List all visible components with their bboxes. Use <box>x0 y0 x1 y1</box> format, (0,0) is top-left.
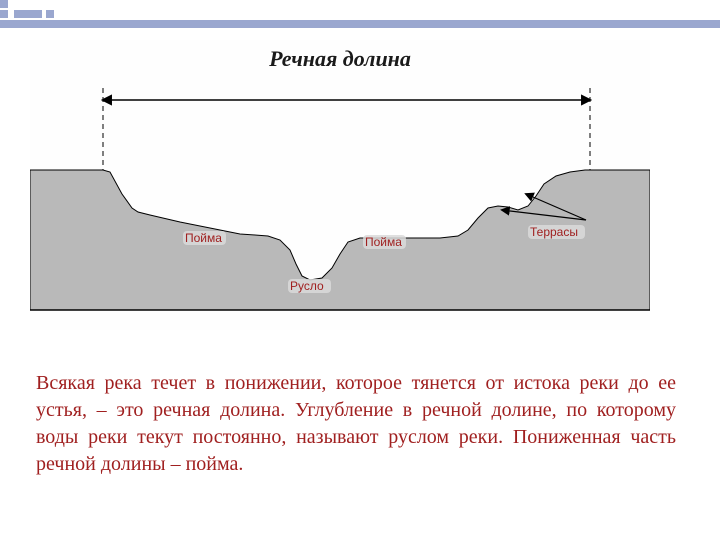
slide: Речная долина Пойма Русло Пойма Террасы Вся… <box>0 0 720 540</box>
svg-text:Русло: Русло <box>290 279 324 293</box>
svg-text:Террасы: Террасы <box>530 225 578 239</box>
caption-text: Всякая река течет в понижении, которое т… <box>36 370 676 478</box>
svg-text:Пойма: Пойма <box>185 231 222 245</box>
river-valley-diagram: Речная долина Пойма Русло Пойма Террасы <box>30 40 650 330</box>
svg-text:Пойма: Пойма <box>365 235 402 249</box>
diagram-svg: Пойма Русло Пойма Террасы <box>30 40 650 330</box>
diagram-title: Речная долина <box>30 46 650 72</box>
